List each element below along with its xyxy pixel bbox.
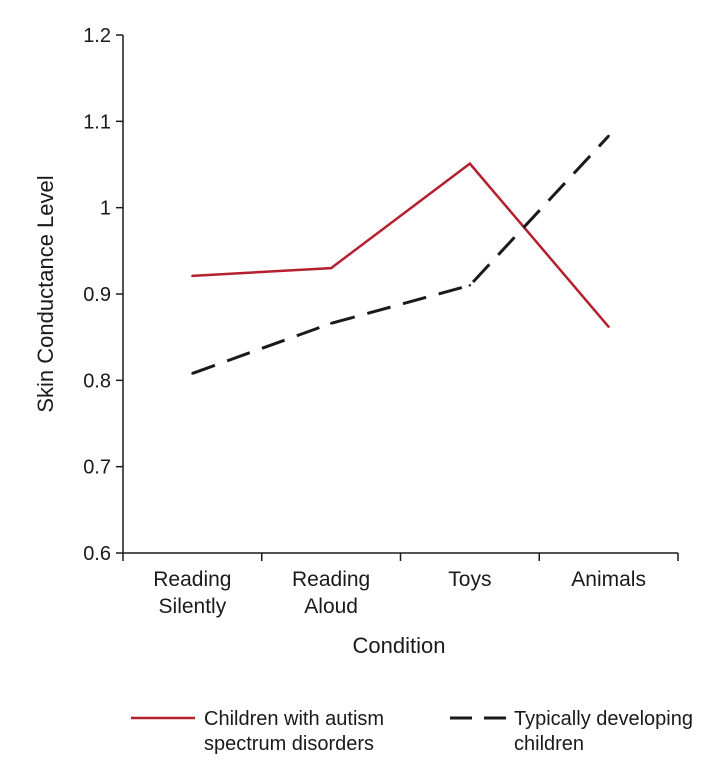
x-category-label: Aloud <box>304 595 358 618</box>
data-point <box>191 372 194 375</box>
legend: Children with autism spectrum disorders Ty… <box>131 708 693 755</box>
y-tick-label: 1.2 <box>83 25 111 47</box>
data-point <box>607 134 610 138</box>
series-line-2 <box>191 134 610 375</box>
x-axis-ticks: Reading Silently Reading Aloud Toys Animals <box>122 553 679 618</box>
legend-label: spectrum disorders <box>204 733 374 755</box>
legend-label: children <box>514 733 584 755</box>
data-point <box>468 162 472 165</box>
x-category-label: Animals <box>571 568 646 591</box>
x-axis-title: Condition <box>353 633 446 658</box>
data-point <box>329 322 333 325</box>
series-lines <box>191 134 610 375</box>
x-category-label: Toys <box>448 568 491 591</box>
data-point <box>329 266 333 270</box>
data-point <box>191 274 194 278</box>
series-line-1 <box>192 161 610 328</box>
y-tick-label: 0.8 <box>83 370 111 392</box>
x-category-label: Reading <box>292 568 370 591</box>
y-axis-title: Skin Conductance Level <box>33 175 58 412</box>
data-point <box>468 284 472 287</box>
x-category-label: Silently <box>159 595 227 618</box>
x-category-label: Reading <box>153 568 231 591</box>
legend-label: Children with autism <box>204 708 384 730</box>
y-tick-label: 1.1 <box>83 111 111 133</box>
y-tick-label: 1 <box>100 198 111 220</box>
y-tick-label: 0.9 <box>83 284 111 306</box>
data-point <box>607 325 610 329</box>
legend-label: Typically developing <box>514 708 693 730</box>
y-tick-label: 0.7 <box>83 457 111 479</box>
y-tick-label: 0.6 <box>83 543 111 565</box>
y-axis-ticks: 0.6 0.7 0.8 0.9 1 1.1 1.2 <box>83 25 123 565</box>
